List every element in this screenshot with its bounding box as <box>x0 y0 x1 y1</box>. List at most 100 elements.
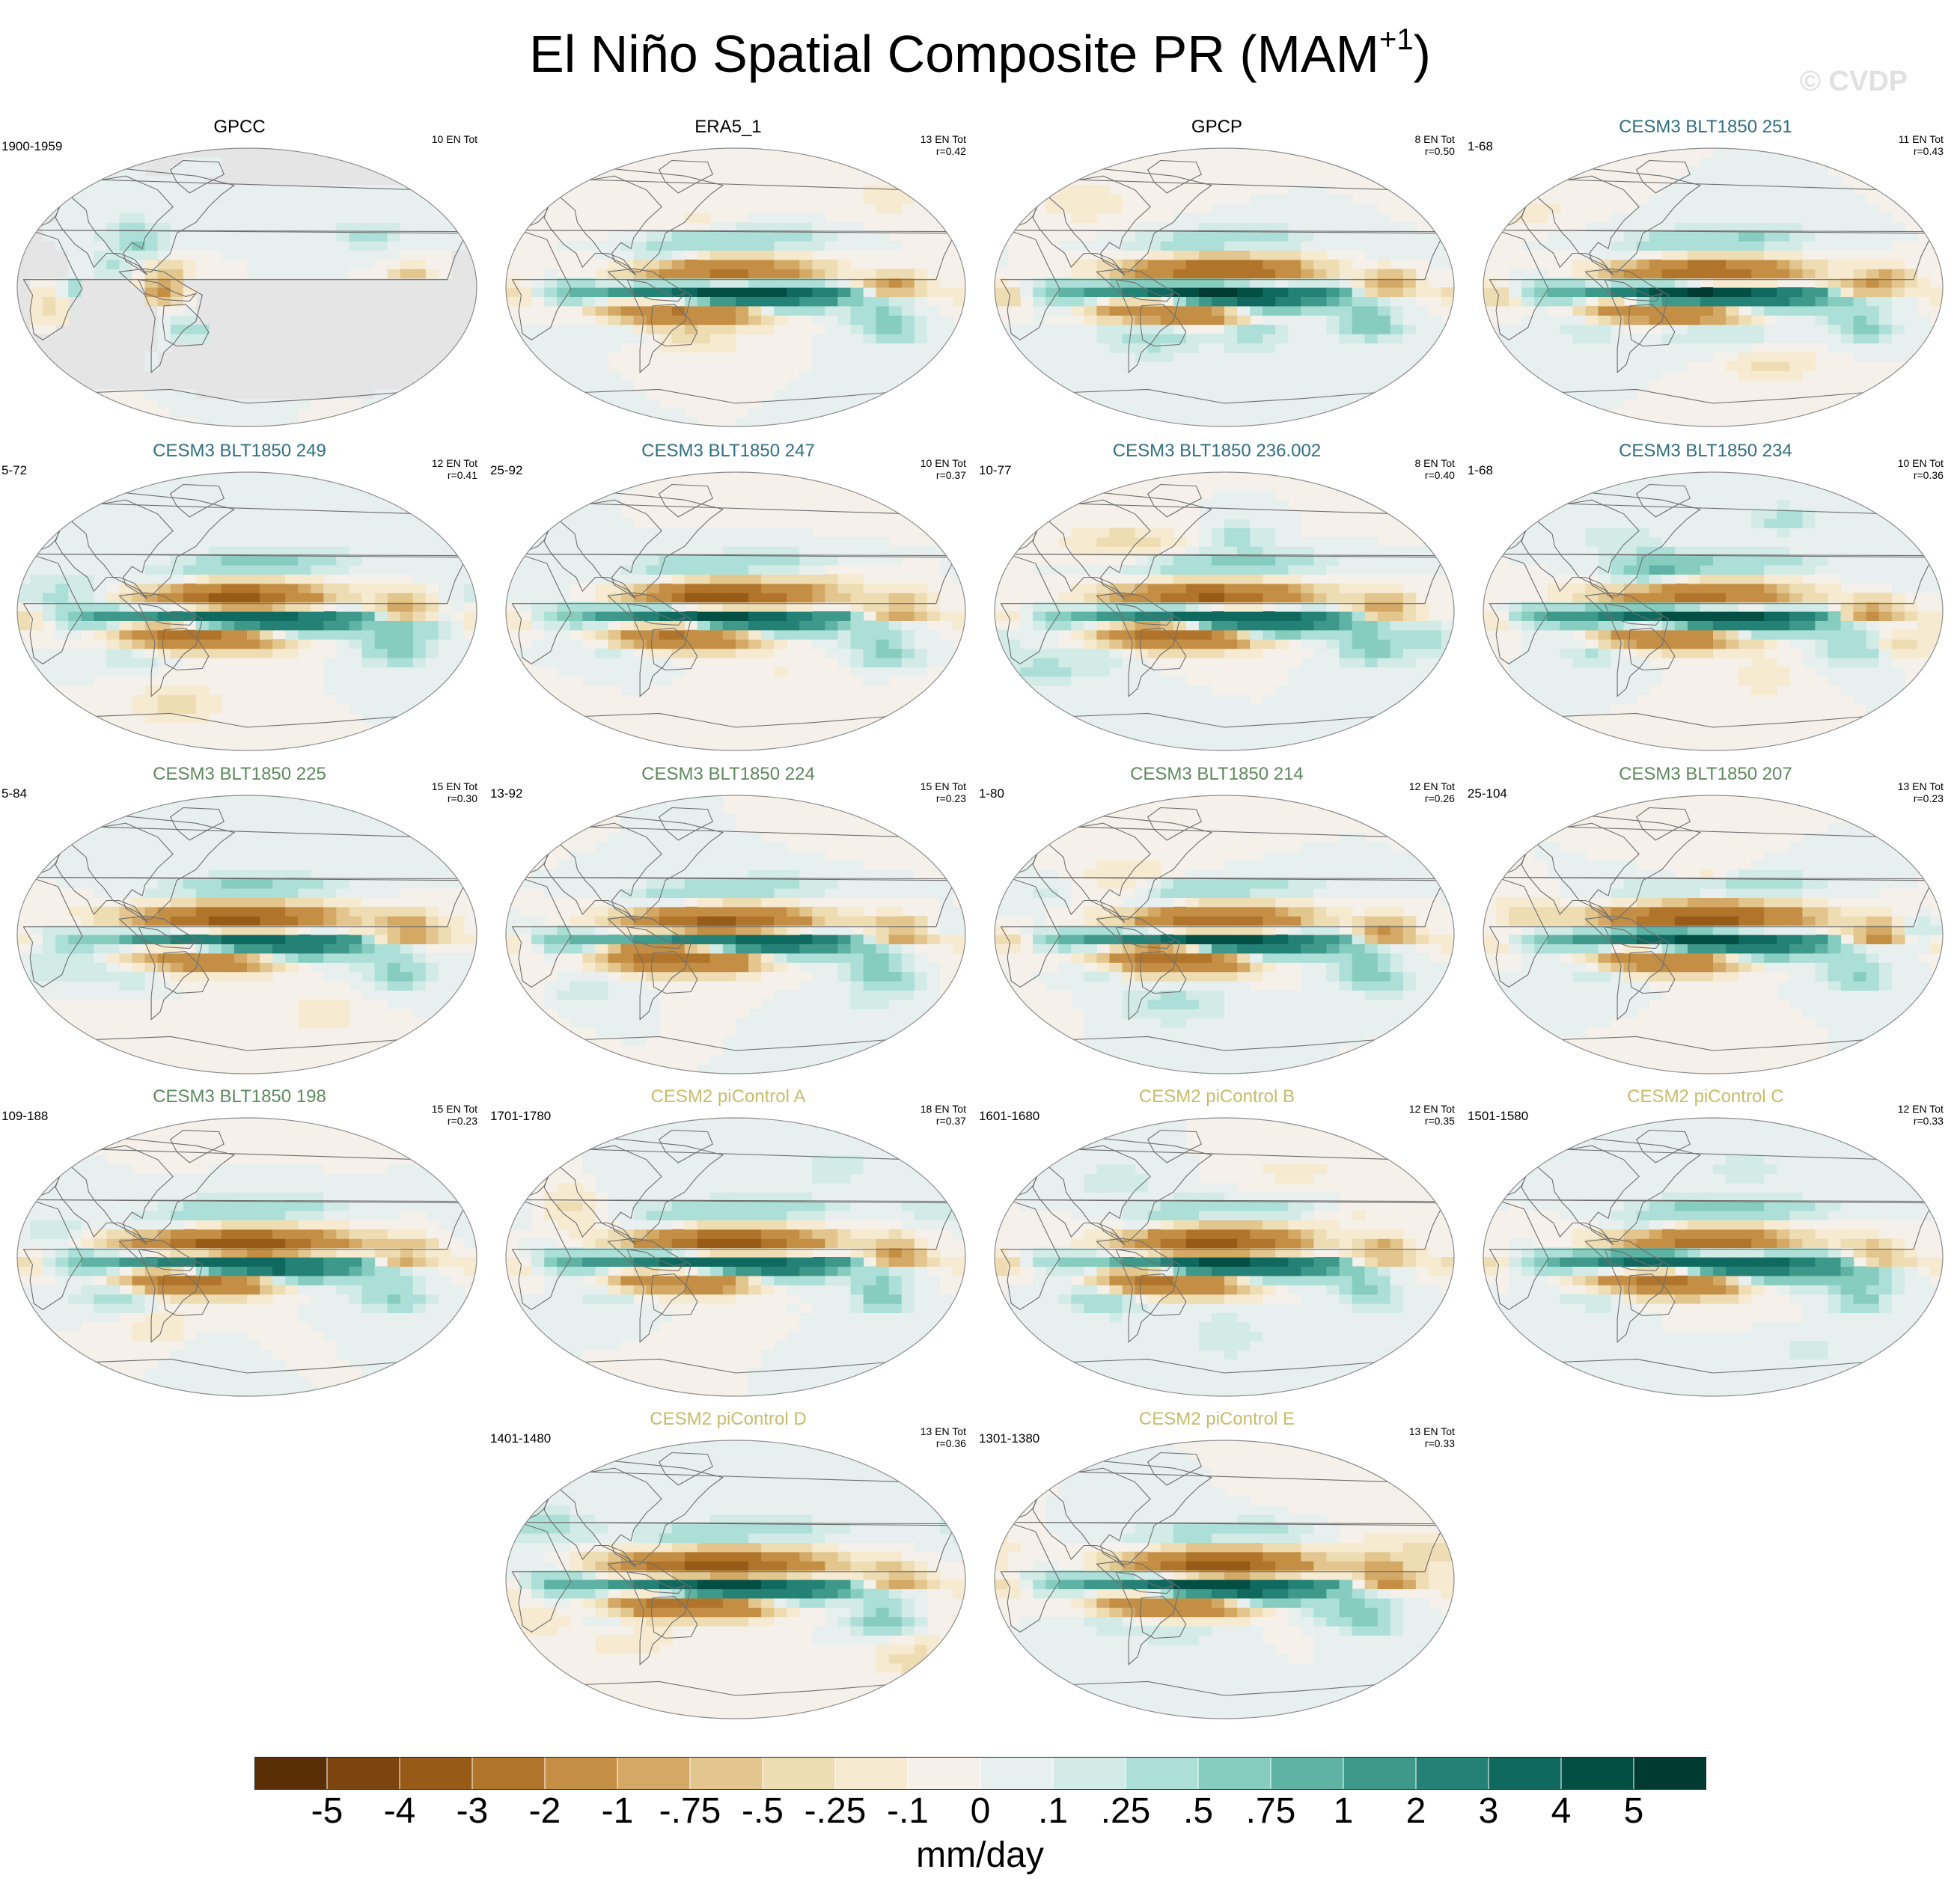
precip-cell <box>774 546 787 557</box>
precip-cell <box>1263 611 1276 622</box>
precip-cell <box>544 269 558 279</box>
precip-cell <box>1929 296 1943 307</box>
precip-cell <box>412 241 427 251</box>
precip-cell <box>1237 500 1251 510</box>
precip-cell <box>1147 398 1161 409</box>
precip-cell <box>425 694 439 705</box>
precip-cell <box>837 546 852 557</box>
precip-cell <box>68 398 82 409</box>
precip-cell <box>1339 269 1353 279</box>
precip-cell <box>1275 500 1289 510</box>
precip-cell <box>709 231 724 242</box>
precip-cell <box>863 408 877 418</box>
precip-cell <box>221 565 235 575</box>
precip-cell <box>1840 259 1854 269</box>
precip-cell <box>1198 278 1212 288</box>
precip-cell <box>1496 296 1509 307</box>
precip-cell <box>438 481 452 492</box>
precip-cell <box>1687 250 1701 260</box>
precip-cell <box>697 629 711 640</box>
precip-cell <box>863 370 877 381</box>
precip-cell <box>570 574 583 584</box>
precip-cell <box>208 648 222 658</box>
precip-cell <box>876 629 890 640</box>
precip-cell <box>106 204 120 214</box>
precip-cell <box>570 389 583 400</box>
precip-cell <box>106 222 120 233</box>
precip-cell <box>1096 732 1111 742</box>
precip-cell <box>1045 611 1059 622</box>
precip-cell <box>1352 380 1366 391</box>
precip-cell <box>1738 166 1752 177</box>
precip-cell <box>735 583 749 593</box>
precip-cell <box>1712 629 1727 640</box>
precip-cell <box>285 611 299 622</box>
precip-cell <box>1415 231 1429 242</box>
precip-cell <box>94 519 107 529</box>
precip-cell <box>799 380 813 391</box>
precip-cell <box>1007 639 1021 649</box>
precip-cell <box>1237 389 1251 400</box>
precip-cell <box>361 212 376 223</box>
precip-cell <box>544 278 558 288</box>
precip-cell <box>1147 602 1161 612</box>
precip-cell <box>812 269 825 279</box>
precip-cell <box>119 481 133 492</box>
precip-cell <box>285 593 299 603</box>
precip-cell <box>1020 370 1034 381</box>
precip-cell <box>519 565 532 575</box>
precip-cell <box>170 527 184 538</box>
precip-cell <box>1687 334 1701 344</box>
precip-cell <box>876 185 890 195</box>
precip-cell <box>1560 296 1573 307</box>
precip-cell <box>1572 667 1587 677</box>
precip-cell <box>595 361 609 372</box>
precip-cell <box>17 500 31 510</box>
precip-cell <box>1789 639 1803 649</box>
precip-cell <box>1636 667 1650 677</box>
precip-cell <box>233 269 248 279</box>
precip-cell <box>144 658 159 668</box>
precip-cell <box>1661 231 1676 242</box>
precip-cell <box>94 574 107 584</box>
precip-cell <box>247 574 260 584</box>
precip-cell <box>1071 732 1084 742</box>
precip-cell <box>557 500 570 510</box>
precip-cell <box>336 583 350 593</box>
precip-cell <box>272 620 286 631</box>
precip-cell <box>94 195 107 205</box>
precip-cell <box>697 278 711 288</box>
precip-cell <box>1866 259 1880 269</box>
precip-cell <box>1045 398 1059 409</box>
precip-cell <box>888 398 903 409</box>
precip-cell <box>311 398 324 409</box>
precip-cell <box>55 222 69 233</box>
precip-cell <box>1828 305 1842 316</box>
precip-cell <box>451 694 465 705</box>
precip-cell <box>1313 546 1328 557</box>
coastline-south-america <box>607 268 692 374</box>
precip-cell <box>787 222 800 233</box>
precip-cell <box>1224 250 1238 260</box>
precip-cell <box>1275 602 1289 612</box>
precip-cell <box>1866 667 1880 677</box>
precip-cell <box>1160 250 1174 260</box>
precip-cell <box>260 565 273 575</box>
precip-cell <box>1712 296 1727 307</box>
precip-cell <box>505 334 519 344</box>
precip-cell <box>30 287 43 298</box>
precip-cell <box>570 555 583 566</box>
precip-cell <box>671 583 686 593</box>
precip-cell <box>1674 222 1688 233</box>
precip-cell <box>438 231 452 242</box>
precip-cell <box>1623 259 1637 269</box>
precip-cell <box>1904 231 1918 242</box>
precip-cell <box>1211 370 1225 381</box>
panel-title: ERA5_1 <box>694 117 762 138</box>
precip-cell <box>1441 417 1454 427</box>
precip-cell <box>557 629 570 640</box>
precip-cell <box>1326 658 1340 668</box>
precip-cell <box>1096 287 1111 298</box>
precip-cell <box>863 324 877 334</box>
precip-cell <box>336 269 350 279</box>
